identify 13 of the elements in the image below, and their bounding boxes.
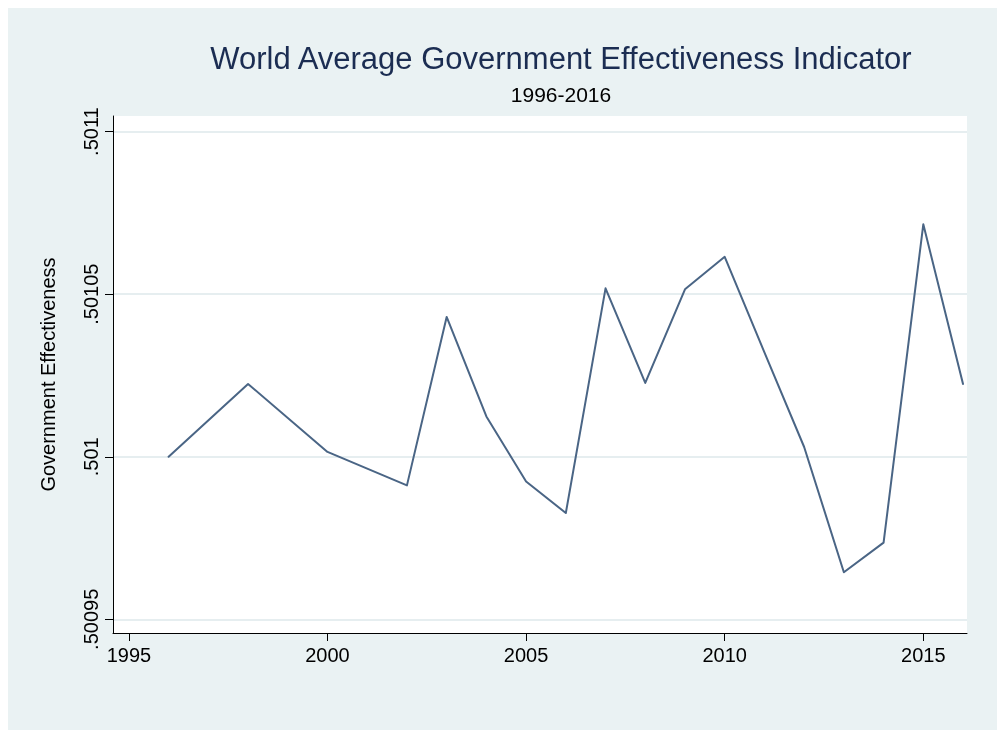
y-tick-label: .501 xyxy=(80,437,102,477)
line-series xyxy=(167,223,965,574)
x-tick-label: 2000 xyxy=(305,644,350,666)
chart-title: World Average Government Effectiveness Indicator xyxy=(210,41,912,76)
y-tick-label: .50105 xyxy=(80,263,102,325)
x-tick-label: 2010 xyxy=(702,644,747,666)
chart-subtitle: 1996-2016 xyxy=(510,83,612,106)
x-tick-label: 1995 xyxy=(106,644,152,666)
y-axis-title: Government Effectiveness xyxy=(37,257,59,492)
x-tick-label: 2005 xyxy=(503,644,549,666)
y-tick-label: .5011 xyxy=(80,107,102,156)
x-tick-label: 2015 xyxy=(901,644,946,666)
y-tick-label: .50095 xyxy=(80,588,102,650)
